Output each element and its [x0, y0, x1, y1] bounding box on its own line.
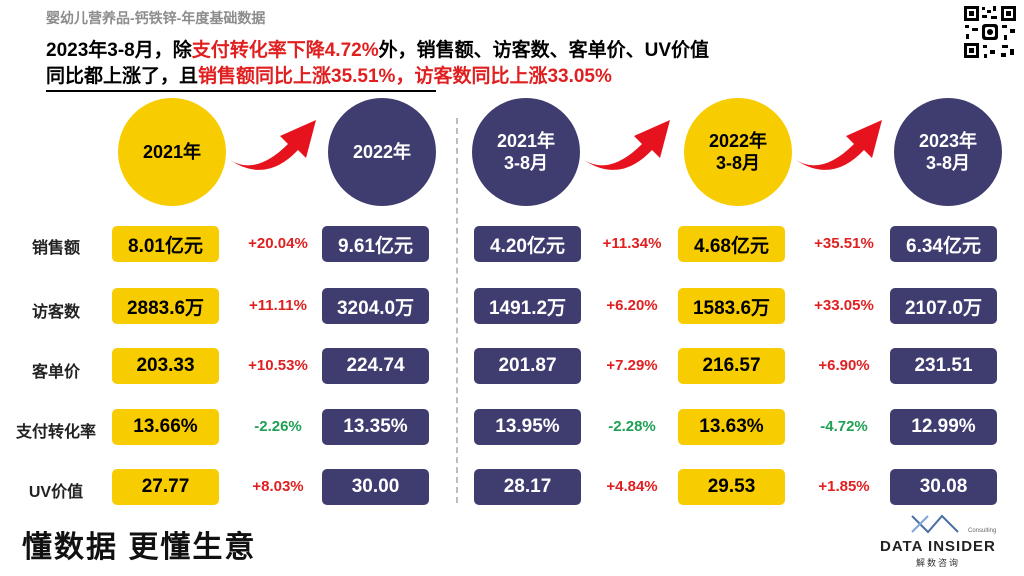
row-label: 支付转化率 [15, 424, 96, 441]
period-circle: 2021年 [118, 98, 226, 206]
headline-line-1: 2023年3-8月，除支付转化率下降4.72%外，销售额、访客数、客单价、UV价… [46, 38, 946, 64]
page-subtitle: 婴幼儿营养品-钙铁锌-年度基础数据 [46, 10, 266, 26]
value-cell: 28.17 [474, 469, 581, 505]
value-cell: 2107.0万 [890, 288, 997, 324]
period-circle: 2022年 [328, 98, 436, 206]
row-label: 销售额 [31, 240, 80, 257]
change-percent: -2.26% [254, 418, 302, 435]
period-circle: 2022年 3-8月 [684, 98, 792, 206]
change-percent: +6.20% [606, 297, 658, 314]
headline-text: 外，销售额、访客数、客单价、UV价值 [378, 40, 710, 61]
qr-code-icon [962, 4, 1018, 60]
period-circle: 2021年 3-8月 [472, 98, 580, 206]
row-label: UV价值 [28, 484, 84, 501]
value-cell: 1491.2万 [474, 288, 581, 324]
change-percent: +4.84% [606, 478, 658, 495]
change-percent: +10.53% [248, 357, 308, 374]
value-cell: 4.68亿元 [678, 226, 785, 262]
row-label: 访客数 [31, 304, 80, 321]
headline-text: 同比都上涨了，且 [46, 66, 199, 87]
company-logo: Consulting DATA INSIDER 解数咨询 [880, 512, 1000, 570]
change-percent: +7.29% [606, 357, 658, 374]
value-cell: 4.20亿元 [474, 226, 581, 262]
change-percent: +35.51% [814, 235, 874, 252]
value-cell: 203.33 [112, 348, 219, 384]
growth-arrow-icon [584, 120, 670, 170]
value-cell: 6.34亿元 [890, 226, 997, 262]
value-cell: 29.53 [678, 469, 785, 505]
change-percent: +33.05% [814, 297, 874, 314]
value-cell: 224.74 [322, 348, 429, 384]
headline-text: 2023年3-8月，除 [46, 40, 192, 61]
value-cell: 13.35% [322, 409, 429, 445]
growth-arrow-icon [230, 120, 316, 170]
value-cell: 9.61亿元 [322, 226, 429, 262]
value-cell: 13.95% [474, 409, 581, 445]
headline: 2023年3-8月，除支付转化率下降4.72%外，销售额、访客数、客单价、UV价… [46, 38, 946, 92]
change-percent: -2.28% [608, 418, 656, 435]
value-cell: 13.66% [112, 409, 219, 445]
change-percent: +1.85% [818, 478, 870, 495]
period-circle: 2023年 3-8月 [894, 98, 1002, 206]
headline-line-2: 同比都上涨了，且销售额同比上涨35.51%，访客数同比上涨33.05% [46, 64, 612, 92]
logo-name: DATA INSIDER [880, 538, 996, 555]
change-percent: +11.34% [602, 235, 662, 252]
change-percent: +20.04% [248, 235, 308, 252]
logo-mark-icon [911, 514, 959, 534]
logo-subname: 解数咨询 [916, 558, 961, 568]
change-percent: +8.03% [252, 478, 304, 495]
value-cell: 30.00 [322, 469, 429, 505]
value-cell: 3204.0万 [322, 288, 429, 324]
value-cell: 1583.6万 [678, 288, 785, 324]
change-percent: +6.90% [818, 357, 870, 374]
growth-arrow-icon [796, 120, 882, 170]
slogan: 懂数据 更懂生意 [22, 531, 257, 564]
value-cell: 12.99% [890, 409, 997, 445]
value-cell: 216.57 [678, 348, 785, 384]
value-cell: 2883.6万 [112, 288, 219, 324]
value-cell: 27.77 [112, 469, 219, 505]
divider [456, 118, 458, 503]
logo-tagline: Consulting [968, 528, 997, 534]
headline-highlight: 支付转化率下降4.72% [191, 40, 379, 61]
value-cell: 30.08 [890, 469, 997, 505]
headline-highlight: 销售额同比上涨35.51%，访客数同比上涨33.05% [198, 66, 612, 87]
change-percent: +11.11% [249, 297, 307, 314]
row-label: 客单价 [31, 364, 80, 381]
value-cell: 13.63% [678, 409, 785, 445]
change-percent: -4.72% [820, 418, 868, 435]
value-cell: 231.51 [890, 348, 997, 384]
value-cell: 8.01亿元 [112, 226, 219, 262]
value-cell: 201.87 [474, 348, 581, 384]
